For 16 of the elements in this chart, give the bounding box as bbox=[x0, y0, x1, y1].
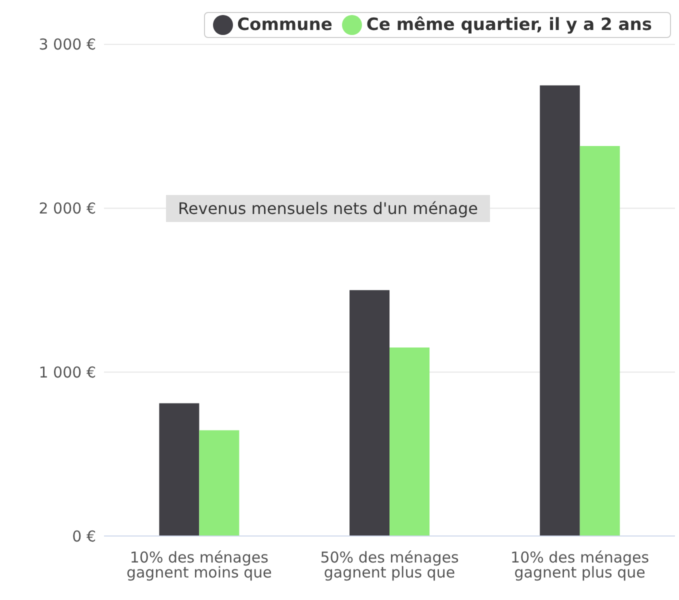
x-tick-label: 50% des ménages gagnent plus que bbox=[320, 548, 459, 582]
bar bbox=[350, 290, 390, 536]
bar bbox=[540, 85, 580, 536]
y-tick-label: 0 € bbox=[72, 527, 96, 546]
legend-label: Commune bbox=[237, 15, 332, 35]
x-tick-label: 10% des ménages gagnent moins que bbox=[126, 548, 272, 582]
y-tick-label: 2 000 € bbox=[38, 200, 96, 218]
bar bbox=[390, 348, 430, 536]
bar bbox=[159, 403, 200, 536]
bar bbox=[199, 430, 240, 536]
y-tick-label: 3 000 € bbox=[38, 36, 96, 54]
x-tick-label: 10% des ménages gagnent plus que bbox=[510, 548, 650, 582]
y-tick-label: 1 000 € bbox=[38, 363, 96, 382]
annotation: Revenus mensuels nets d'un ménage bbox=[166, 195, 490, 222]
bar bbox=[580, 146, 620, 536]
legend-label: Ce même quartier, il y a 2 ans bbox=[366, 15, 652, 35]
